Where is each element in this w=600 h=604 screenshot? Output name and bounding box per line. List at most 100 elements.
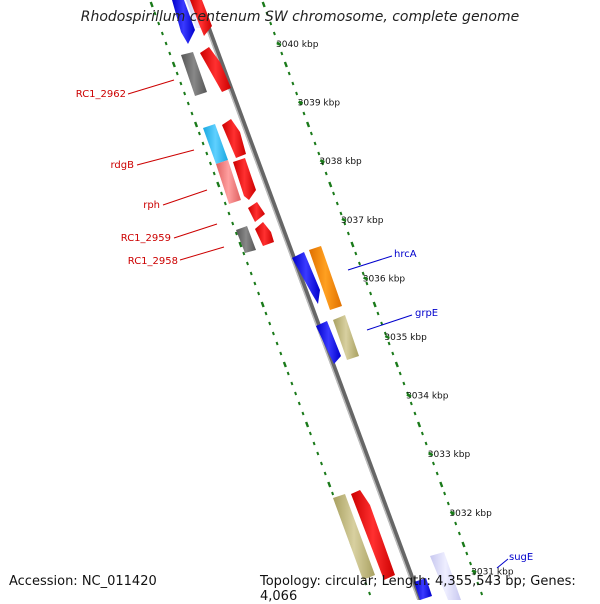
leader-rc1-2959	[173, 223, 218, 239]
outer-tick	[454, 521, 458, 526]
inner-tick	[179, 81, 183, 86]
outer-tick	[317, 151, 321, 156]
outer-tick	[469, 561, 472, 566]
kbp-marker-label: 3039 kbp	[298, 99, 341, 109]
label-rc1-2959[interactable]: RC1_2959	[121, 233, 171, 244]
kbp-major-tick	[276, 41, 282, 47]
outer-tick	[443, 491, 447, 496]
outer-tick	[313, 141, 317, 146]
outer-tick	[398, 371, 402, 376]
gene-red-2962b[interactable]	[200, 47, 231, 92]
outer-tick	[376, 311, 380, 316]
gene-rc1-2959[interactable]	[248, 202, 265, 222]
kbp-marker-label: 3035 kbp	[384, 333, 427, 343]
outer-tick	[287, 71, 291, 76]
inner-tick	[149, 1, 154, 8]
inner-tick	[271, 331, 275, 336]
inner-tick	[197, 131, 201, 136]
inner-tick	[364, 581, 368, 586]
inner-tick	[282, 361, 287, 368]
outer-tick	[328, 181, 333, 188]
inner-tick	[368, 591, 372, 596]
gene-rc1-2962[interactable]	[181, 52, 207, 96]
outer-tick	[283, 61, 288, 68]
outer-tick	[391, 351, 395, 356]
label-rc1-2958[interactable]: RC1_2958	[128, 256, 178, 267]
kbp-marker-label: 3038 kbp	[319, 157, 362, 167]
gene-red-lower[interactable]	[351, 490, 395, 580]
kbp-major-tick	[471, 569, 477, 574]
gene-rc1-2958[interactable]	[236, 226, 256, 253]
label-rph[interactable]: rph	[143, 200, 160, 211]
gene-red-top[interactable]	[190, 0, 212, 36]
inner-tick	[205, 151, 209, 156]
kbp-major-tick	[449, 510, 455, 515]
label-hrca[interactable]: hrcA	[394, 249, 417, 260]
leader-suge	[496, 558, 509, 569]
label-grpe[interactable]: grpE	[415, 308, 438, 319]
inner-tick	[190, 111, 194, 116]
accession-text: Accession: NC_011420	[9, 574, 157, 589]
inner-tick	[231, 221, 235, 226]
inner-tick-track	[149, 1, 372, 596]
outer-tick	[358, 261, 361, 266]
kbp-marker-labels: 3040 kbp 3039 kbp 3038 kbp 3037 kbp 3036 kbp…	[276, 40, 514, 577]
inner-tick	[331, 491, 335, 496]
gene-rph[interactable]	[216, 160, 241, 204]
outer-tick	[295, 91, 299, 96]
inner-tick	[234, 231, 238, 236]
label-rc1-2962[interactable]: RC1_2962	[76, 89, 126, 100]
outer-tick	[339, 211, 343, 216]
gene-red-2958b[interactable]	[255, 222, 274, 246]
kbp-major-tick	[319, 159, 325, 164]
outer-tick	[354, 251, 358, 256]
outer-tick	[346, 231, 350, 236]
inner-tick	[153, 11, 157, 16]
inner-tick	[212, 171, 216, 176]
inner-tick	[279, 351, 283, 356]
kbp-major-tick	[384, 334, 390, 340]
gene-blue-grpe[interactable]	[316, 321, 341, 364]
gene-red-rph[interactable]	[233, 158, 256, 200]
gene-blue-top[interactable]	[172, 0, 195, 44]
outer-tick	[402, 381, 406, 386]
inner-tick	[301, 411, 305, 416]
outer-tick	[394, 361, 399, 368]
inner-tick	[297, 401, 301, 406]
gene-red-rdgb[interactable]	[222, 119, 246, 158]
gene-grpe[interactable]	[333, 315, 359, 360]
inner-tick	[242, 251, 246, 256]
outer-tick	[432, 461, 435, 466]
kbp-marker-label: 3031 kbp	[471, 567, 514, 577]
inner-tick	[175, 71, 179, 76]
gene-hrca[interactable]	[309, 246, 342, 310]
outer-tick	[369, 291, 373, 296]
gene-features	[172, 0, 461, 600]
outer-tick	[413, 411, 417, 416]
inner-tick	[323, 471, 327, 476]
gene-labels: RC1_2962 rdgB rph RC1_2959 RC1_2958 hrcA…	[76, 89, 533, 563]
gene-sugE[interactable]	[430, 552, 461, 600]
gene-blue-hrca[interactable]	[292, 252, 320, 304]
kbp-marker-label: 3036 kbp	[363, 274, 406, 284]
label-suge[interactable]: sugE	[509, 552, 533, 563]
gene-rdgb[interactable]	[203, 124, 228, 164]
outer-tick	[480, 591, 484, 596]
inner-tick	[290, 381, 294, 386]
outer-tick	[446, 501, 450, 506]
outer-tick	[457, 531, 461, 536]
outer-tick	[372, 301, 377, 308]
gene-khaki-lower[interactable]	[333, 494, 375, 580]
inner-tick	[238, 241, 243, 248]
inner-tick	[194, 121, 199, 128]
leader-hrca	[347, 255, 393, 271]
gene-blue-bottom[interactable]	[414, 578, 432, 600]
inner-tick	[305, 421, 310, 428]
outer-tick	[265, 11, 269, 16]
leader-rc1-2962	[127, 79, 175, 95]
label-rdgb[interactable]: rdgB	[111, 160, 135, 171]
inner-tick	[216, 181, 221, 188]
leader-rc1-2958	[179, 246, 225, 261]
outer-tick	[332, 191, 336, 196]
